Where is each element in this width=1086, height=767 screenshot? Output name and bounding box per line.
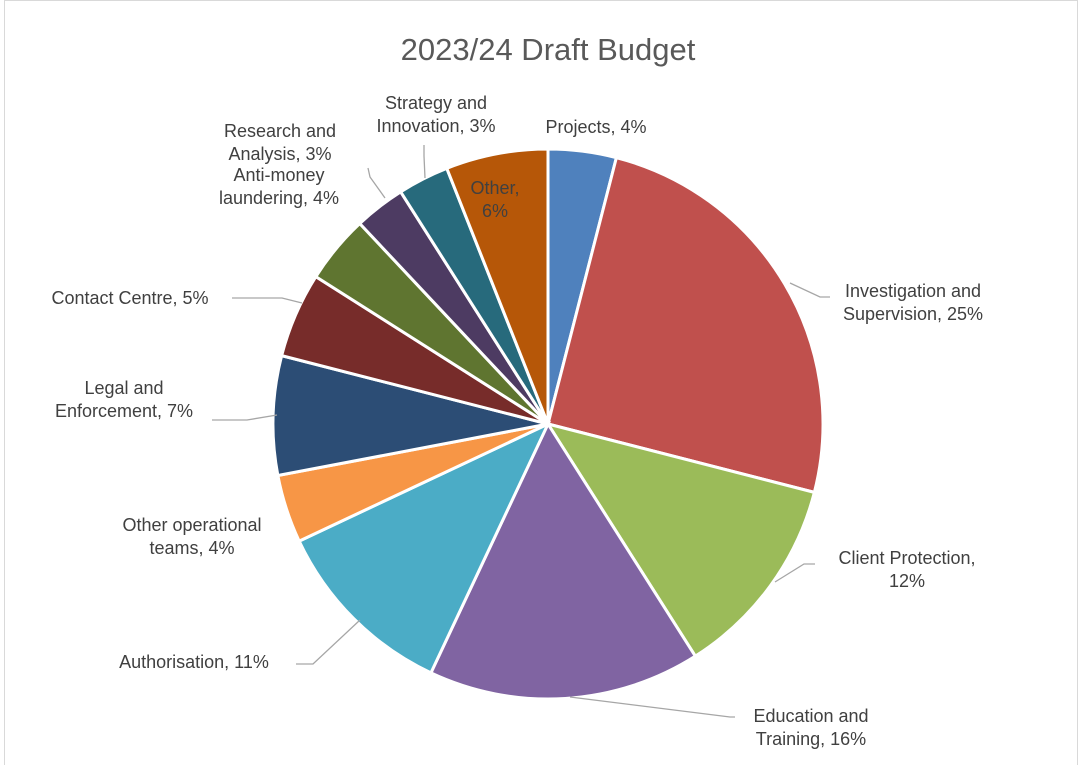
slice-label-client-protection: Client Protection, 12% (838, 548, 975, 591)
pie-slice-client-protection (544, 421, 817, 659)
slice-label-other-operational-teams: Other operational teams, 4% (122, 515, 261, 558)
pie-slice-authorisation (297, 420, 552, 675)
slice-label-education-and-training: Education and Training, 16% (753, 706, 868, 749)
leader-line-education (569, 696, 735, 718)
pie-slice-other (444, 147, 550, 425)
leader-line-research (367, 167, 386, 199)
leader-line-authorisation (296, 619, 361, 665)
slice-label-research-and-analysis: Research and Analysis, 3% (224, 121, 336, 164)
slice-label-strategy-and-innovation: Strategy and Innovation, 3% (376, 93, 495, 136)
slice-label-authorisation: Authorisation, 11% (119, 652, 269, 672)
chart-title: 2023/24 Draft Budget (401, 32, 696, 67)
pie-slices (271, 147, 825, 701)
chart-frame (4, 0, 1078, 765)
slice-label-anti-money-laundering: Anti-money laundering, 4% (219, 165, 339, 208)
slice-label-contact-centre: Contact Centre, 5% (51, 288, 208, 308)
leader-line-investigation (789, 282, 830, 298)
pie-slice-education-and-training (428, 420, 698, 701)
slice-label-projects: Projects, 4% (545, 117, 646, 137)
slice-labels: Projects, 4% Investigation and Supervision… (51, 93, 983, 749)
slice-label-other: Other, 6% (470, 178, 519, 221)
leader-line-legal (212, 414, 278, 421)
slice-label-legal-and-enforcement: Legal and Enforcement, 7% (55, 378, 193, 421)
leader-line-client-protection (774, 563, 815, 583)
leader-lines (212, 145, 830, 718)
leader-line-contact-centre (232, 297, 303, 304)
pie-slice-investigation-and-supervision (546, 155, 825, 495)
slice-label-investigation-and-supervision: Investigation and Supervision, 25% (843, 281, 983, 324)
leader-line-strategy (423, 145, 426, 179)
